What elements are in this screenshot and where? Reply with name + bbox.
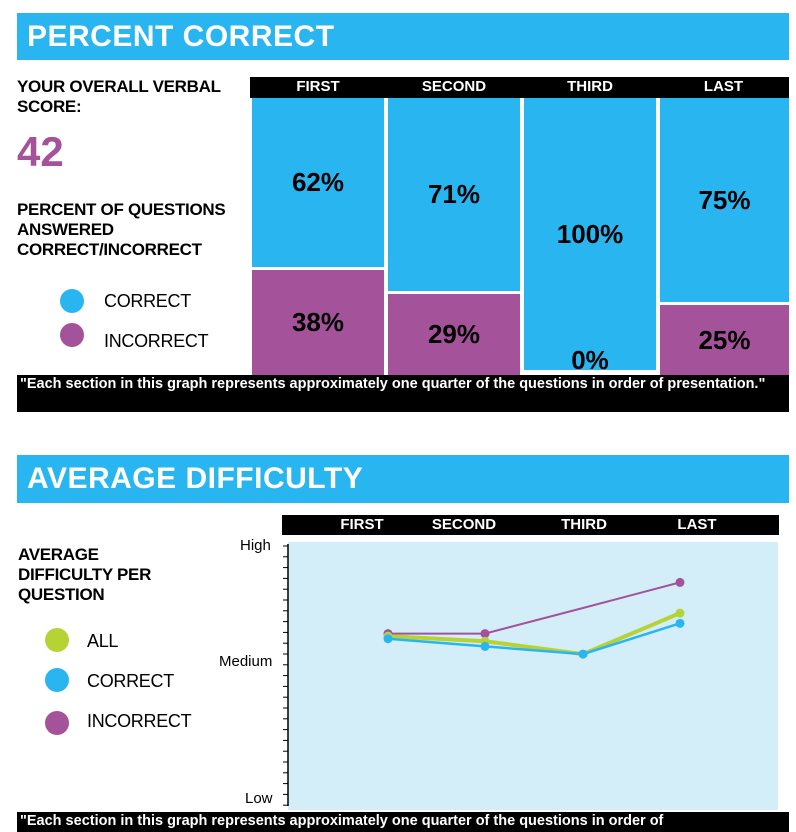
average-difficulty-label: AVERAGE DIFFICULTY PER QUESTION	[18, 545, 152, 604]
correct-legend-dot	[60, 289, 84, 313]
all-legend-label: ALL	[87, 631, 119, 651]
line-header-last: LAST	[677, 516, 717, 533]
line-header-third: THIRD	[561, 516, 607, 533]
all-legend-dot	[45, 628, 69, 652]
correct-cell-third: 100%	[524, 98, 656, 370]
correct-point-last	[675, 618, 685, 628]
correct-legend-dot-2	[45, 668, 69, 692]
correct-series-line	[387, 622, 681, 656]
series-lines	[387, 581, 681, 657]
mosaic-header-second: SECOND	[421, 78, 487, 95]
y-tick-high: High	[240, 537, 271, 554]
y-tick-low: Low	[245, 790, 273, 807]
mosaic-header-third: THIRD	[567, 78, 613, 95]
percent-correct-banner: PERCENT CORRECT	[17, 13, 789, 60]
line-header-bar: FIRST SECOND THIRD LAST	[282, 515, 779, 535]
average-difficulty-chart	[283, 542, 778, 810]
incorrect-cell-last: 25%	[660, 305, 789, 375]
incorrect-point-second	[480, 629, 490, 639]
y-tick-medium: Medium	[219, 653, 273, 670]
plot-area	[288, 542, 778, 810]
correct-point-first	[383, 634, 393, 644]
mosaic-header-last: LAST	[703, 78, 744, 95]
percent-correct-chart: 62% 38% 71% 29% 100% 0% 75% 25%	[250, 98, 791, 375]
series-points	[383, 577, 685, 659]
mosaic-header-bar: FIRST SECOND THIRD LAST	[250, 77, 789, 98]
correct-legend-label-2: CORRECT	[87, 671, 174, 691]
incorrect-series-line	[388, 581, 681, 635]
incorrect-legend-label: INCORRECT	[104, 331, 209, 351]
correct-legend-label: CORRECT	[104, 291, 191, 311]
overall-score-value: 42	[17, 128, 64, 175]
correct-point-second	[480, 641, 490, 651]
incorrect-legend-dot	[60, 323, 84, 347]
correct-cell-last: 75%	[660, 98, 789, 302]
average-difficulty-note: "Each section in this graph represents a…	[17, 812, 789, 832]
percent-questions-label: PERCENT OF QUESTIONS ANSWERED CORRECT/IN…	[17, 200, 226, 259]
incorrect-cell-third: 0%	[571, 344, 609, 375]
line-header-second: SECOND	[431, 516, 497, 533]
overall-score-label: YOUR OVERALL VERBAL SCORE:	[17, 77, 221, 116]
incorrect-cell-second: 29%	[388, 294, 520, 375]
correct-point-third	[578, 649, 588, 659]
mosaic-header-first: FIRST	[296, 78, 340, 95]
percent-correct-note: "Each section in this graph represents a…	[17, 375, 789, 412]
incorrect-legend-label-2: INCORRECT	[87, 711, 192, 731]
correct-cell-first: 62%	[252, 98, 384, 267]
y-axis	[283, 544, 289, 806]
incorrect-cell-first: 38%	[252, 270, 384, 375]
average-difficulty-banner: AVERAGE DIFFICULTY	[17, 455, 789, 503]
incorrect-legend-dot-2	[45, 711, 69, 735]
correct-cell-second: 71%	[388, 98, 520, 291]
all-series-line	[387, 611, 681, 657]
line-header-first: FIRST	[340, 516, 384, 533]
incorrect-point-last	[675, 577, 685, 587]
all-point-last	[675, 608, 685, 618]
